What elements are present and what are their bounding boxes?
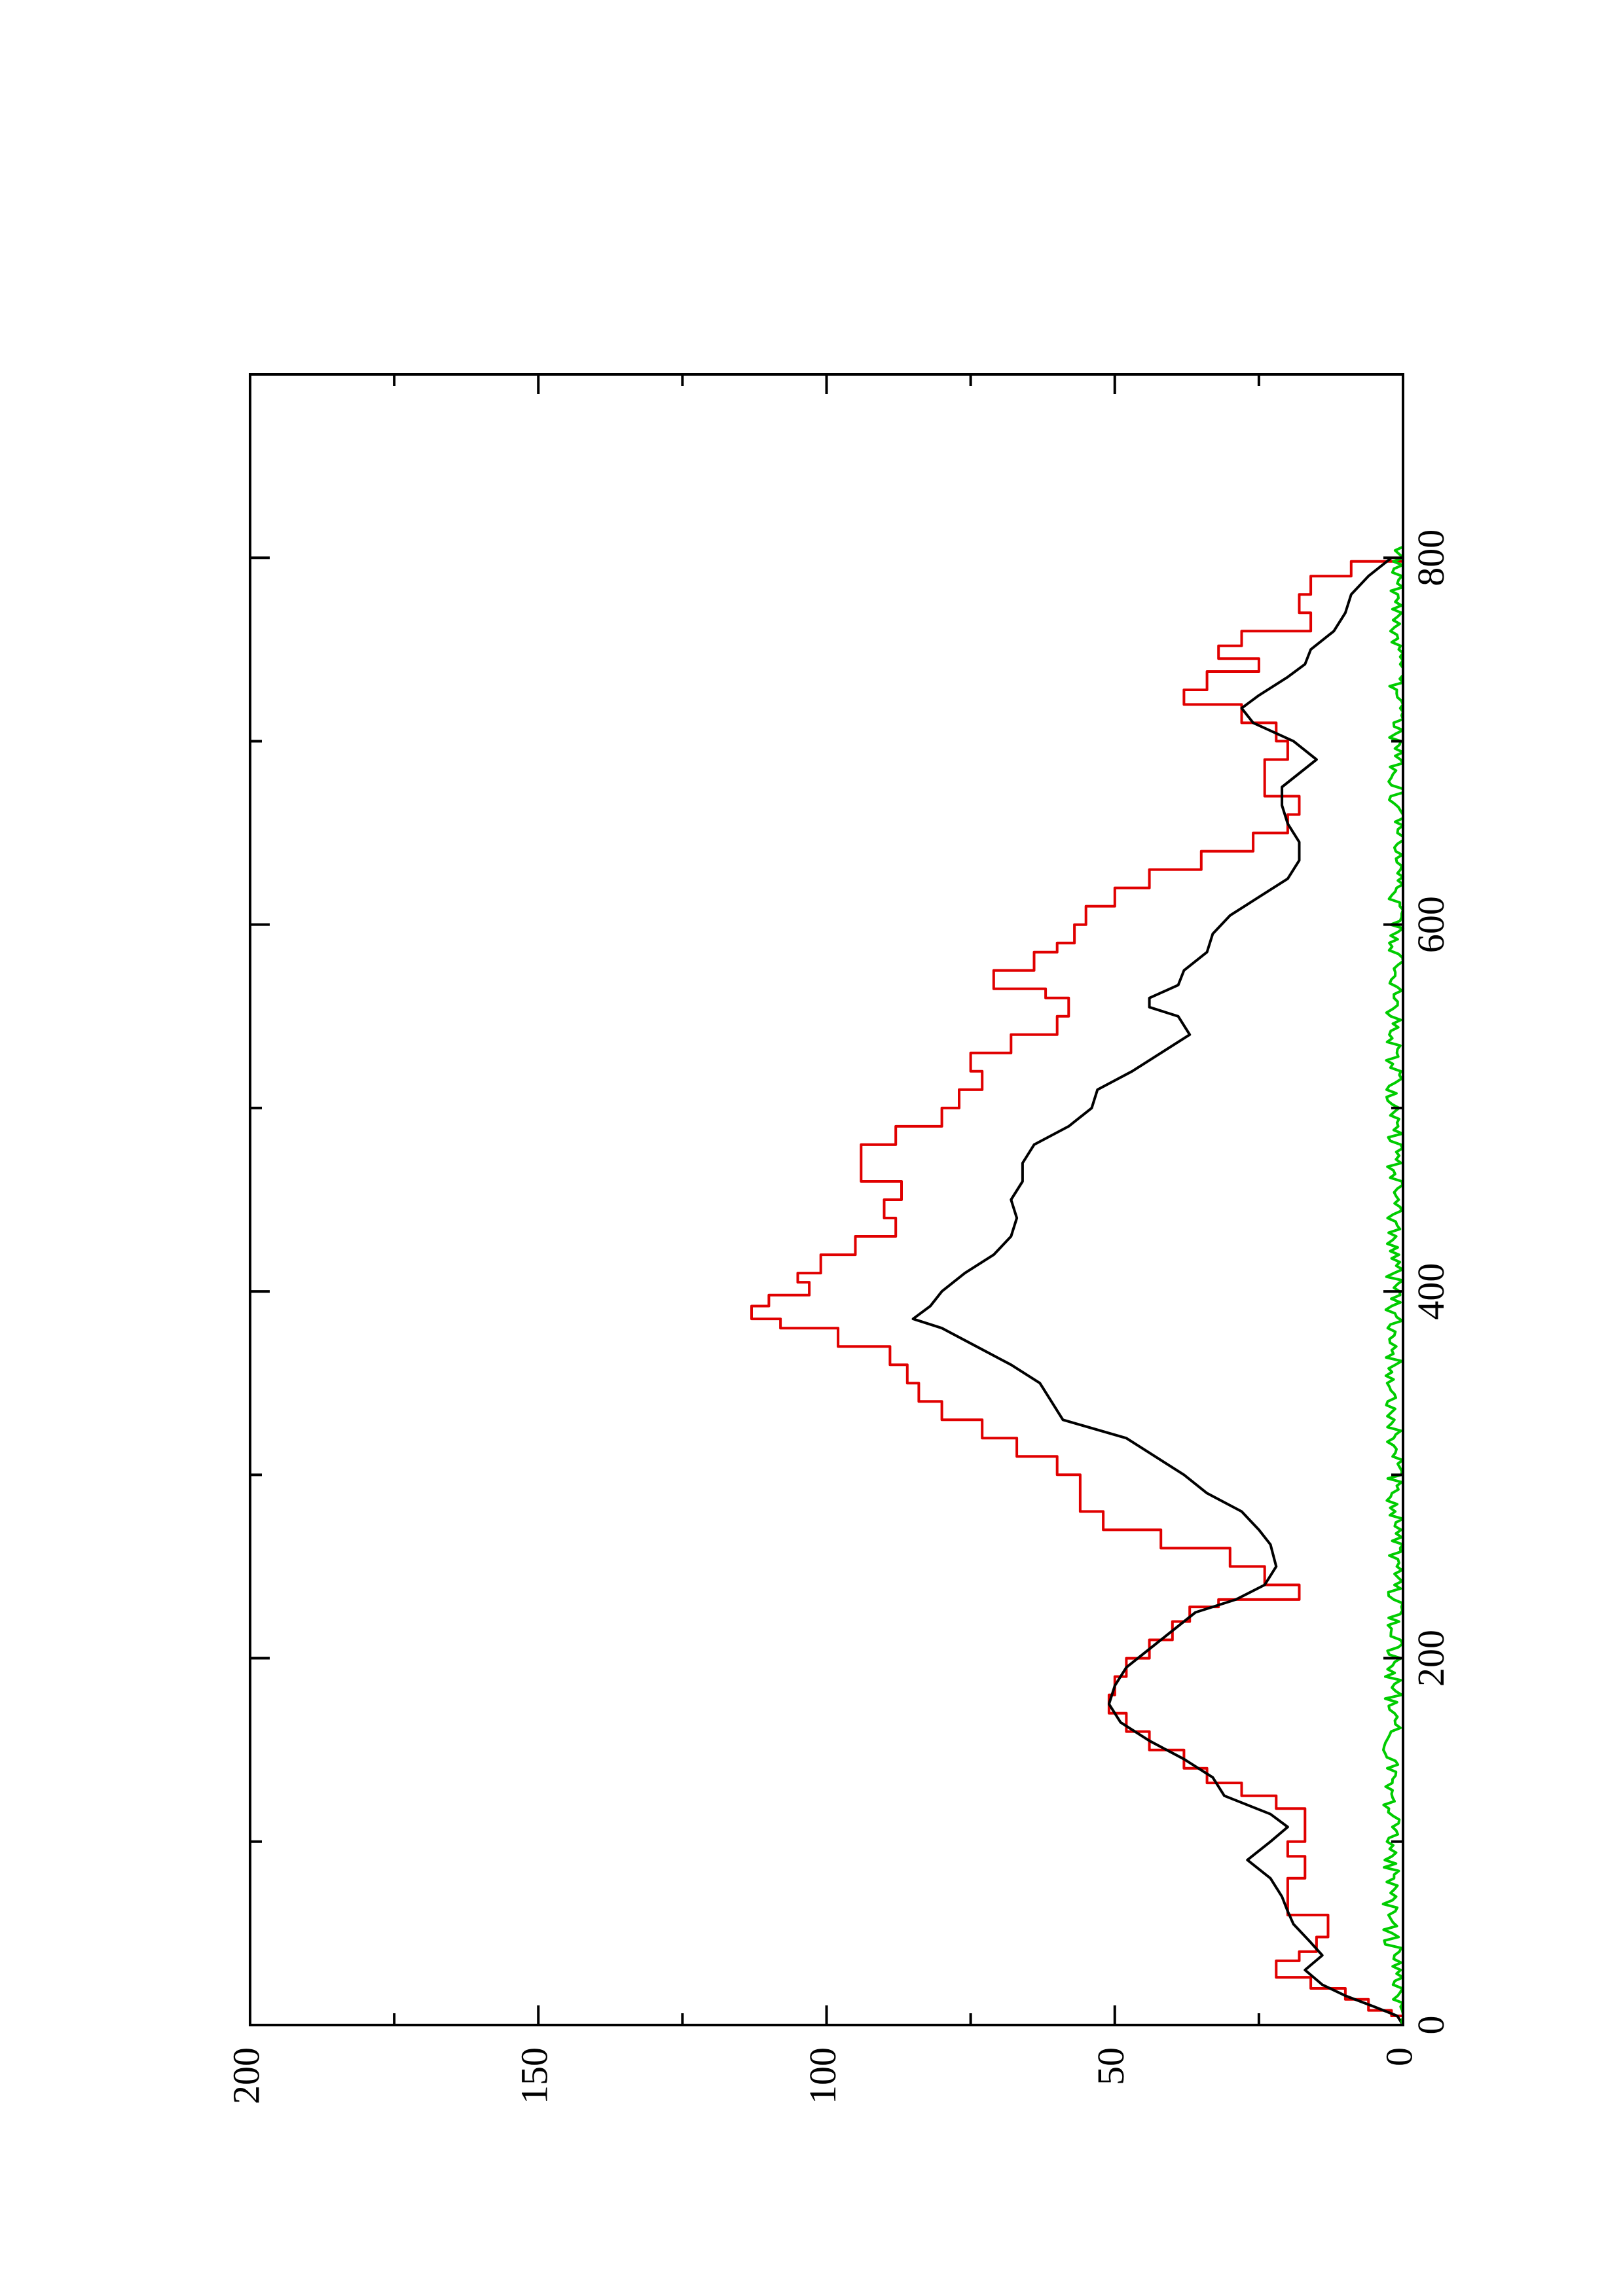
- y-tick-label: 50: [1089, 2047, 1132, 2085]
- y-tick-label: 0: [1377, 2047, 1420, 2066]
- tick-labels: 0 200 400 600 800 0 50 100 150 200: [225, 529, 1452, 2104]
- x-tick-label: 0: [1410, 2016, 1452, 2035]
- plot-frame: [249, 373, 1404, 2026]
- x-tick-label: 200: [1410, 1630, 1452, 1687]
- plot-area: [750, 539, 1404, 2026]
- y-tick-label: 150: [513, 2047, 556, 2104]
- series-2-line: [911, 556, 1404, 2026]
- series-3-line: [1381, 539, 1404, 2026]
- series-1-line: [750, 560, 1404, 2025]
- y-tick-label: 100: [801, 2047, 844, 2104]
- x-tick-label: 600: [1410, 896, 1452, 953]
- y-tick-label: 200: [225, 2047, 267, 2104]
- tick-marks: [250, 374, 1403, 2026]
- x-tick-label: 400: [1410, 1263, 1452, 1320]
- x-tick-label: 800: [1410, 529, 1452, 586]
